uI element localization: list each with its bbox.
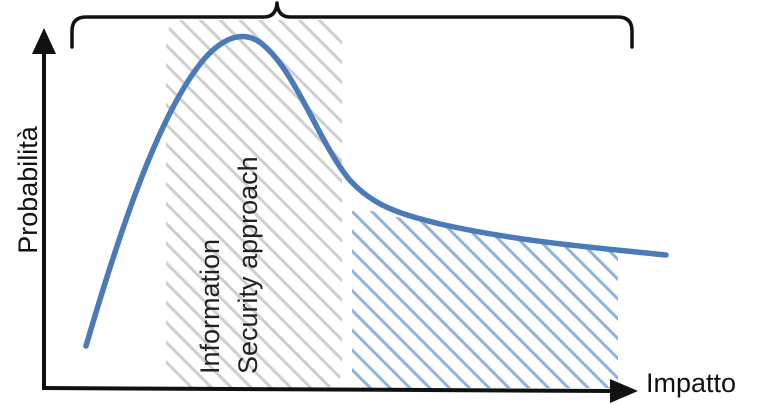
- left-hatched-region: [166, 20, 342, 388]
- y-axis-label: Probabilità: [13, 125, 43, 254]
- x-axis-label: Impatto: [646, 368, 736, 398]
- region-label-line1: Information: [195, 239, 225, 374]
- top-brace: [70, 1, 634, 49]
- region-label-line2: Security approach: [233, 156, 263, 374]
- distribution-curve: [83, 33, 669, 349]
- y-axis-arrow-icon: [32, 28, 56, 54]
- x-axis-arrow-icon: [610, 379, 638, 403]
- right-hatched-region: [352, 211, 618, 388]
- x-axis: [41, 386, 613, 393]
